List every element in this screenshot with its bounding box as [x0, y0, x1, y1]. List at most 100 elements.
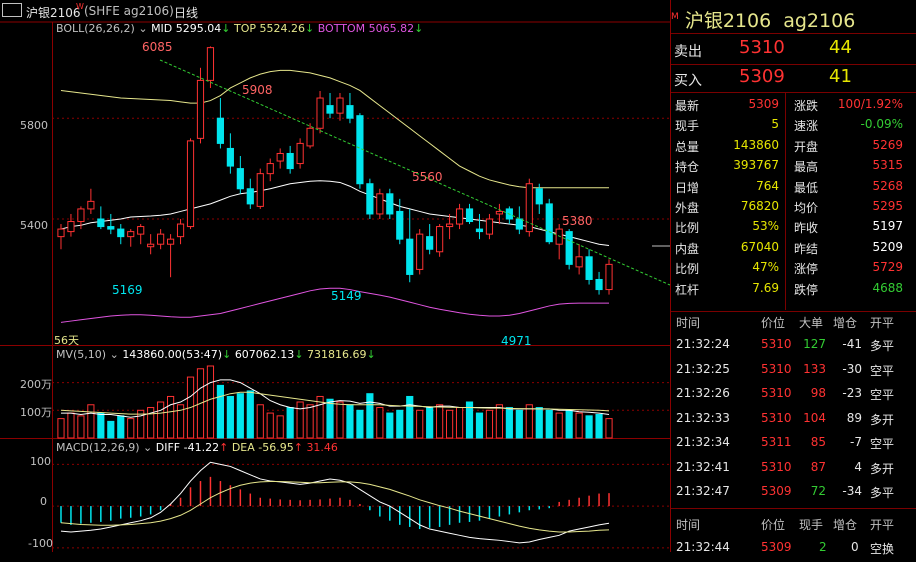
period-selector[interactable]: 日线	[174, 6, 199, 20]
volume-bar	[266, 412, 274, 439]
quote-code: ag2106	[783, 10, 856, 32]
volume-bar	[216, 384, 224, 439]
candle-body	[346, 105, 354, 119]
arrow-up-icon: ↑	[293, 441, 303, 454]
buy-label: 买入	[674, 73, 702, 89]
dropdown-icon[interactable]: ⌄	[106, 348, 123, 361]
divider	[671, 311, 916, 312]
candle-body	[137, 226, 145, 235]
stat-label: 比例	[675, 221, 700, 236]
dropdown-icon[interactable]: ⌄	[139, 441, 156, 454]
arrow-down-icon: ↓	[222, 348, 232, 361]
stat-row: 外盘 76820 均价 5295	[671, 196, 916, 220]
macd-histogram	[60, 461, 610, 544]
volume-bar	[605, 418, 613, 439]
volume-bar	[336, 401, 344, 439]
volume-bar	[465, 401, 474, 439]
candle-body	[436, 226, 444, 253]
tick-price: 5310	[761, 337, 792, 351]
mv-value-2: 731816.69	[307, 348, 367, 361]
stat-label: 持仓	[675, 160, 700, 175]
candle-body	[117, 228, 125, 238]
candle-body	[167, 238, 175, 245]
tick-type: 空平	[870, 363, 895, 378]
candle-body	[376, 193, 384, 215]
col-price: 价位	[761, 518, 786, 532]
stat-value: 7.69	[752, 280, 779, 295]
stat-value: 393767	[733, 158, 779, 173]
mv-legend: MV(5,10) ⌄ 143860.00(53:47)↓ 607062.13↓ …	[56, 348, 376, 361]
boll-legend: BOLL(26,26,2) ⌄ MID 5295.04↓ TOP 5524.26…	[56, 22, 423, 35]
candle-body	[446, 223, 454, 228]
tick-type: 空平	[870, 437, 895, 451]
tick-volume: 98	[810, 386, 826, 400]
col-volume: 现手	[799, 518, 824, 532]
stat-value: 67040	[740, 239, 779, 254]
dropdown-icon[interactable]: ⌄	[134, 22, 152, 35]
volume-bar	[276, 415, 284, 439]
col-price: 价位	[761, 316, 786, 330]
tick2-volume: 2	[819, 540, 827, 554]
candlesticks	[57, 46, 613, 295]
col-volume: 大单	[799, 316, 824, 330]
stat-value: 5209	[872, 239, 903, 254]
stat-value: 764	[756, 178, 779, 193]
volume-bar	[206, 365, 215, 439]
stat-label: 外盘	[675, 201, 700, 215]
macd-value: 31.46	[306, 441, 338, 454]
tick-time: 21:32:41	[676, 459, 730, 474]
stat-label: 比例	[675, 262, 700, 277]
arrow-up-icon: ↑	[219, 441, 229, 454]
volume-bar	[256, 404, 264, 439]
stat-row: 最新 5309 涨跌 100/1.92%	[671, 94, 916, 118]
volume-bar	[286, 407, 294, 439]
divider	[671, 33, 916, 34]
stat-label: 最低	[794, 180, 819, 195]
boll-top: TOP 5524.26	[233, 22, 305, 35]
candle-body	[276, 152, 284, 162]
stat-value: 53%	[752, 219, 779, 234]
candle-body	[176, 223, 185, 238]
annotation-5169: 5169	[112, 283, 143, 297]
candle-body	[77, 208, 85, 223]
macd-dea: DEA -56.95	[231, 441, 294, 454]
candle-body	[545, 203, 553, 243]
divider	[671, 508, 916, 509]
annotation-low: 4971	[501, 334, 532, 348]
chart-code: (SHFE ag2106)	[84, 4, 174, 18]
stat-row: 总量 143860 开盘 5269	[671, 135, 916, 159]
tick-type: 多平	[870, 339, 895, 353]
annotation-5380: 5380	[562, 214, 593, 228]
macd-diff-line	[60, 461, 610, 544]
candle-body	[107, 226, 115, 230]
tick-volume: 133	[803, 361, 826, 376]
tick-oi: -34	[842, 484, 862, 498]
col-time: 时间	[676, 518, 701, 532]
candle-body	[565, 231, 573, 265]
tick-time: 21:32:33	[676, 410, 730, 425]
col-time: 时间	[676, 316, 701, 330]
volume-bar	[147, 407, 155, 439]
tick-volume: 104	[803, 410, 826, 425]
candle-body	[455, 208, 464, 225]
buy-price: 5309	[739, 66, 785, 87]
tick-volume: 72	[810, 484, 826, 498]
volume-bar	[386, 412, 394, 439]
stat-value: 5269	[872, 137, 903, 152]
divider	[785, 92, 786, 310]
annotation-5560: 5560	[412, 170, 443, 184]
volume-bar	[107, 420, 115, 439]
tick-price: 5310	[761, 361, 792, 376]
candle-body	[306, 127, 314, 147]
tick2-oi: 0	[851, 540, 859, 554]
volume-bar	[97, 412, 105, 439]
tick-row: 21:32:25 5310 133 -30 空平	[671, 362, 916, 384]
volume-bar	[396, 409, 404, 439]
stat-row: 比例 47% 涨停 5729	[671, 257, 916, 281]
stat-label: 涨停	[794, 262, 819, 277]
window-menu-icon[interactable]	[2, 3, 22, 17]
candle-body	[406, 238, 414, 275]
candle-body	[266, 163, 274, 175]
volume-bar	[366, 393, 374, 439]
stat-row: 内盘 67040 昨结 5209	[671, 237, 916, 261]
